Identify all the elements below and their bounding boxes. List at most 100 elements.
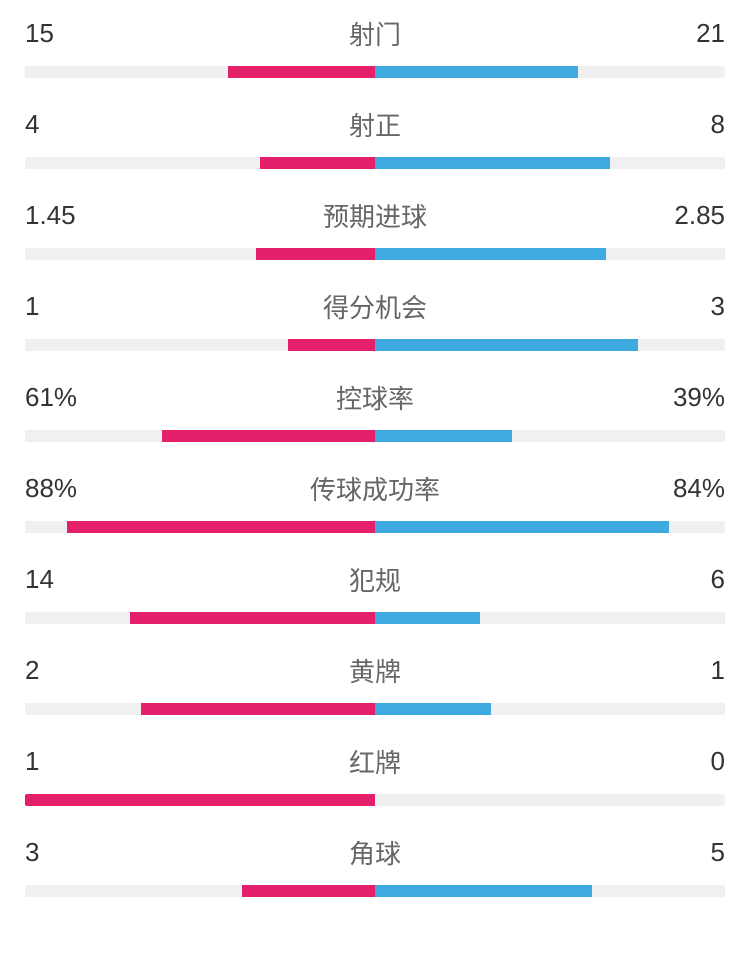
stat-labels: 61%控球率39% — [25, 379, 725, 416]
stat-bar-left-track — [25, 612, 375, 624]
stat-title: 预期进球 — [105, 197, 645, 234]
stat-labels: 1.45预期进球2.85 — [25, 197, 725, 234]
stat-bar-right-fill — [375, 157, 610, 169]
stat-labels: 88%传球成功率84% — [25, 470, 725, 507]
stat-bar-right-fill — [375, 248, 606, 260]
stat-labels: 3角球5 — [25, 834, 725, 871]
stat-bar-right-track — [375, 612, 725, 624]
stat-bar-left-fill — [67, 521, 375, 533]
stat-value-right: 39% — [645, 382, 725, 413]
stat-bar-right-fill — [375, 612, 480, 624]
stat-value-right: 2.85 — [645, 200, 725, 231]
stat-bar — [25, 521, 725, 533]
stat-row: 88%传球成功率84% — [25, 470, 725, 533]
stat-labels: 2黄牌1 — [25, 652, 725, 689]
stat-title: 得分机会 — [105, 288, 645, 325]
stat-labels: 4射正8 — [25, 106, 725, 143]
stat-bar-left-fill — [228, 66, 375, 78]
stat-labels: 14犯规6 — [25, 561, 725, 598]
stat-bar-left-fill — [130, 612, 375, 624]
stat-bar-left-track — [25, 66, 375, 78]
stat-bar — [25, 703, 725, 715]
stat-bar-left-track — [25, 339, 375, 351]
stat-bar-left-fill — [141, 703, 376, 715]
stat-bar-right-fill — [375, 339, 638, 351]
stat-title: 犯规 — [105, 561, 645, 598]
stat-bar-left-track — [25, 157, 375, 169]
stat-title: 黄牌 — [105, 652, 645, 689]
stat-title: 红牌 — [105, 743, 645, 780]
stat-bar — [25, 794, 725, 806]
stat-bar-right-track — [375, 339, 725, 351]
stat-bar — [25, 66, 725, 78]
stat-bar-right-fill — [375, 66, 578, 78]
stat-row: 1得分机会3 — [25, 288, 725, 351]
stat-row: 15射门21 — [25, 15, 725, 78]
stat-value-right: 3 — [645, 291, 725, 322]
stat-row: 1.45预期进球2.85 — [25, 197, 725, 260]
stat-bar-right-track — [375, 157, 725, 169]
stat-bar-left-track — [25, 703, 375, 715]
stat-title: 射正 — [105, 106, 645, 143]
stat-bar-right-fill — [375, 521, 669, 533]
stat-value-right: 21 — [645, 18, 725, 49]
stat-bar-left-fill — [242, 885, 375, 897]
stat-labels: 1得分机会3 — [25, 288, 725, 325]
stat-row: 14犯规6 — [25, 561, 725, 624]
stat-row: 4射正8 — [25, 106, 725, 169]
stat-bar-right-fill — [375, 430, 512, 442]
stat-labels: 1红牌0 — [25, 743, 725, 780]
stat-value-left: 2 — [25, 655, 105, 686]
stat-bar-left-fill — [288, 339, 376, 351]
stat-value-left: 1.45 — [25, 200, 105, 231]
stat-row: 1红牌0 — [25, 743, 725, 806]
stat-value-left: 15 — [25, 18, 105, 49]
stat-value-left: 4 — [25, 109, 105, 140]
stat-bar — [25, 885, 725, 897]
stat-bar — [25, 157, 725, 169]
stat-bar-left-track — [25, 521, 375, 533]
stat-bar-right-track — [375, 885, 725, 897]
stat-bar-right-track — [375, 794, 725, 806]
stat-bar-left-track — [25, 248, 375, 260]
stat-bar — [25, 339, 725, 351]
stat-value-left: 88% — [25, 473, 105, 504]
stat-value-left: 3 — [25, 837, 105, 868]
stat-bar-right-track — [375, 521, 725, 533]
stat-labels: 15射门21 — [25, 15, 725, 52]
stat-title: 射门 — [105, 15, 645, 52]
stat-value-right: 1 — [645, 655, 725, 686]
stat-bar-left-fill — [162, 430, 376, 442]
stat-value-right: 8 — [645, 109, 725, 140]
stat-bar-right-track — [375, 703, 725, 715]
stat-value-right: 0 — [645, 746, 725, 777]
stat-row: 3角球5 — [25, 834, 725, 897]
stat-bar-left-track — [25, 794, 375, 806]
stat-value-right: 84% — [645, 473, 725, 504]
stat-bar — [25, 612, 725, 624]
stat-value-right: 5 — [645, 837, 725, 868]
stat-row: 61%控球率39% — [25, 379, 725, 442]
stat-bar-left-fill — [25, 794, 375, 806]
stat-bar-right-track — [375, 248, 725, 260]
stat-value-left: 1 — [25, 746, 105, 777]
stat-title: 角球 — [105, 834, 645, 871]
stat-bar-left-fill — [260, 157, 376, 169]
stat-value-right: 6 — [645, 564, 725, 595]
stat-title: 传球成功率 — [105, 470, 645, 507]
stat-bar-right-fill — [375, 885, 592, 897]
stat-row: 2黄牌1 — [25, 652, 725, 715]
stat-bar-left-track — [25, 430, 375, 442]
stat-bar-right-track — [375, 66, 725, 78]
stat-bar — [25, 248, 725, 260]
stat-value-left: 14 — [25, 564, 105, 595]
stat-bar-left-track — [25, 885, 375, 897]
stat-bar-right-fill — [375, 703, 491, 715]
stat-bar — [25, 430, 725, 442]
stat-title: 控球率 — [105, 379, 645, 416]
stat-bar-right-track — [375, 430, 725, 442]
match-stats-container: 15射门214射正81.45预期进球2.851得分机会361%控球率39%88%… — [25, 15, 725, 897]
stat-value-left: 61% — [25, 382, 105, 413]
stat-bar-left-fill — [256, 248, 375, 260]
stat-value-left: 1 — [25, 291, 105, 322]
